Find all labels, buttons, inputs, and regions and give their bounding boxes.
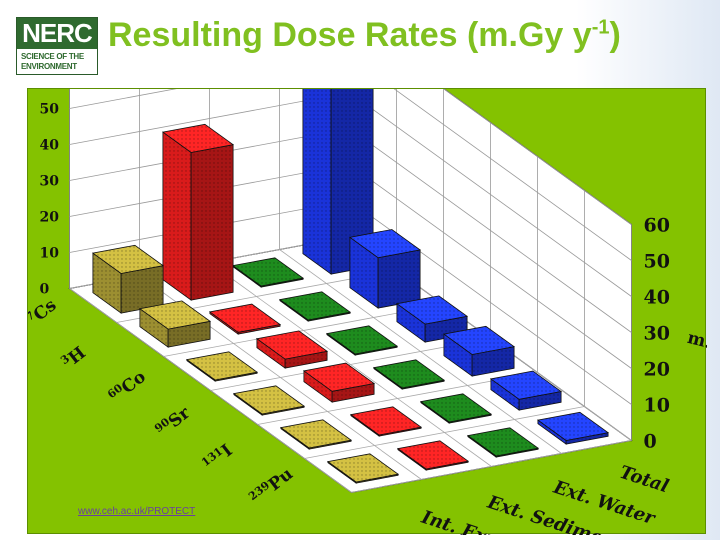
category-label: 60Co xyxy=(105,366,150,407)
bar xyxy=(442,325,516,377)
series-label: Total xyxy=(617,462,671,498)
z-tick-label-left: 30 xyxy=(40,174,60,190)
bar xyxy=(466,427,540,458)
bar xyxy=(138,300,212,348)
bar xyxy=(161,123,235,301)
bar xyxy=(349,406,423,437)
bar xyxy=(232,385,306,416)
z-tick-label-right: 10 xyxy=(644,395,670,417)
bar xyxy=(208,303,282,335)
bar xyxy=(302,89,374,275)
slide-title-text: Resulting Dose Rates (m.Gy y xyxy=(108,16,592,54)
z-tick-label-right: 40 xyxy=(644,287,670,309)
slide-title-exponent: -1 xyxy=(591,16,610,39)
footer-link[interactable]: www.ceh.ac.uk/PROTECT xyxy=(78,506,196,517)
logo-wordmark: NERC xyxy=(17,18,97,49)
bar xyxy=(348,229,422,309)
z-tick-label-left: 50 xyxy=(40,102,60,118)
bar xyxy=(278,291,352,322)
bar xyxy=(279,419,353,450)
nerc-logo: NERC SCIENCE OF THE ENVIRONMENT xyxy=(16,17,98,75)
dose-rate-3d-bar-chart: 01020304050600102030405060m.Gy y-1137Cs3… xyxy=(28,89,707,535)
logo-tagline-2: ENVIRONMENT xyxy=(21,62,77,71)
logo-tagline-1: SCIENCE OF THE xyxy=(21,52,84,61)
z-axis-unit-label: m.Gy y-1 xyxy=(685,328,707,367)
z-tick-label-left: 20 xyxy=(40,210,60,226)
z-tick-label-left: 0 xyxy=(40,282,50,298)
category-label: 137Cs xyxy=(28,295,60,340)
category-label: 90Sr xyxy=(152,402,195,442)
bar xyxy=(91,244,165,314)
z-tick-label-left: 40 xyxy=(40,138,60,154)
z-tick-label-right: 20 xyxy=(644,359,670,381)
bar xyxy=(372,359,446,390)
bar xyxy=(489,370,563,411)
z-tick-label-right: 50 xyxy=(644,251,670,273)
bar xyxy=(326,453,400,484)
bar xyxy=(231,257,305,288)
category-label: 3H xyxy=(58,342,90,373)
bar xyxy=(396,440,470,471)
z-tick-label-left: 10 xyxy=(40,246,60,262)
slide-title: Resulting Dose Rates (m.Gy y-1) xyxy=(108,16,621,55)
z-tick-label-right: 0 xyxy=(644,431,657,453)
category-label: 131I xyxy=(199,440,236,476)
bar xyxy=(536,411,610,445)
bar xyxy=(302,362,376,403)
bar xyxy=(255,330,329,369)
gridline-floor xyxy=(351,440,632,493)
chart-panel: 01020304050600102030405060m.Gy y-1137Cs3… xyxy=(27,88,707,535)
slide-title-close: ) xyxy=(609,16,621,54)
z-tick-label-right: 60 xyxy=(644,215,670,237)
gridline-floor xyxy=(304,406,585,459)
bar xyxy=(419,393,493,424)
z-tick-label-right: 30 xyxy=(644,323,670,345)
bar xyxy=(185,351,259,382)
bar xyxy=(325,325,399,356)
category-label: 239Pu xyxy=(246,463,297,509)
